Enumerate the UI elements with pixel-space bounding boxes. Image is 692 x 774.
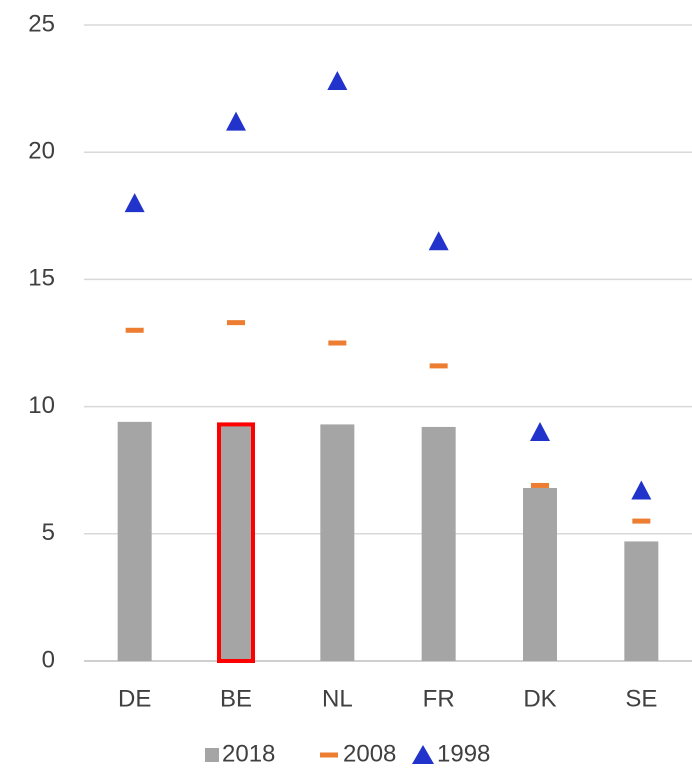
legend-swatch [320, 752, 338, 758]
dash-marker [125, 327, 144, 333]
x-tick-label: SE [625, 685, 657, 712]
legend-label: 1998 [437, 740, 490, 767]
dash-marker [632, 518, 651, 524]
legend-swatch [412, 745, 434, 764]
bar [217, 422, 255, 663]
dash-marker [328, 340, 347, 346]
legend-label: 2018 [222, 740, 275, 767]
triangle-marker [124, 193, 145, 213]
bar [320, 424, 355, 661]
y-tick-label: 0 [42, 646, 55, 673]
bar [117, 421, 152, 661]
x-tick-label: DK [523, 685, 556, 712]
bar [523, 488, 557, 661]
y-tick-label: 20 [28, 138, 55, 165]
dash-marker [531, 482, 549, 488]
triangle-marker [226, 111, 246, 131]
legend-swatch [205, 748, 219, 762]
dash-marker [429, 363, 448, 369]
y-tick-label: 10 [28, 392, 55, 419]
y-tick-label: 15 [28, 265, 55, 292]
legend-label: 2008 [343, 740, 396, 767]
x-tick-label: NL [322, 685, 353, 712]
x-tick-label: FR [423, 685, 455, 712]
triangle-marker [428, 231, 449, 251]
triangle-marker [631, 480, 652, 500]
x-tick-label: DE [118, 685, 151, 712]
y-tick-label: 5 [42, 519, 55, 546]
dash-marker [227, 320, 245, 326]
x-tick-label: BE [220, 685, 252, 712]
bar [624, 541, 659, 661]
y-tick-label: 25 [28, 10, 55, 37]
triangle-marker [530, 422, 550, 442]
triangle-marker [327, 70, 348, 90]
bar [421, 426, 456, 661]
